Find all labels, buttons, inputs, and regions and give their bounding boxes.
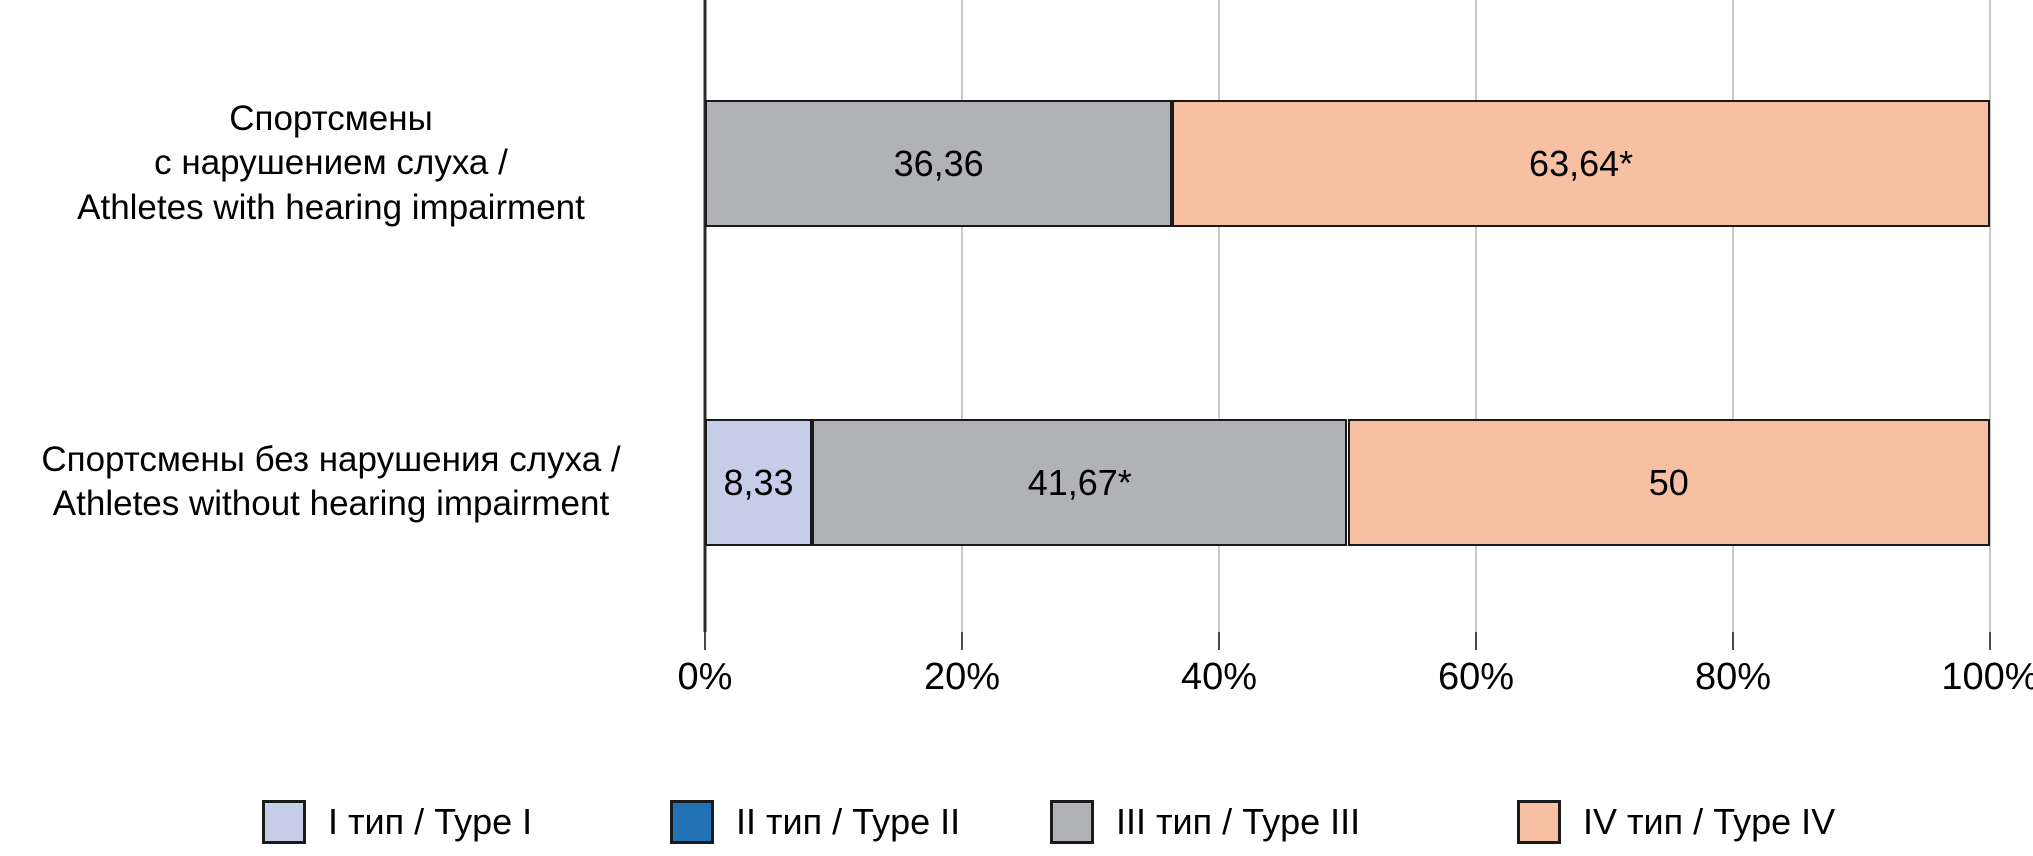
bar-value-label: 36,36 [893, 142, 984, 184]
x-tick-label: 40% [1180, 656, 1258, 698]
x-axis: 0% 20% 40% 60% 80% 100% [678, 656, 2033, 708]
legend-label: II тип / Type II [736, 801, 961, 842]
x-tick-mark [1989, 632, 1991, 650]
bar-value-label: 63,64* [1529, 142, 1634, 184]
category-label: Спортсмены с нарушением слуха / Athletes w… [0, 96, 662, 230]
category-label-line: Athletes with hearing impairment [77, 187, 585, 227]
bar-value-label: 8,33 [723, 461, 794, 503]
category-label-line: Athletes without hearing impairment [52, 484, 610, 524]
x-tick-label: 20% [923, 656, 1001, 698]
x-tick-mark [1218, 632, 1220, 650]
bar-segment: 63,64* [1172, 100, 1990, 227]
bar-segment: 50 [1347, 419, 1990, 546]
bar-value-label: 50 [1648, 461, 1689, 503]
y-axis-line [703, 0, 707, 632]
x-tick-mark [1475, 632, 1477, 650]
legend: I тип / Type I II тип / Type II III тип / … [0, 800, 2033, 856]
legend-label: IV тип / Type IV [1583, 801, 1836, 842]
legend-swatch [1517, 800, 1561, 844]
legend-swatch [1050, 800, 1094, 844]
legend-item: I тип / Type I [262, 800, 532, 844]
x-tick-label: 100% [1941, 656, 2033, 698]
category-label-line: Спортсмены [229, 98, 433, 138]
bar-row: 8,33 41,67* 50 [705, 419, 1990, 546]
bar-segment: 8,33 [705, 419, 813, 546]
bar-row: 36,36 63,64* [705, 100, 1990, 227]
category-label-line: Спортсмены без нарушения слуха / [41, 439, 621, 479]
bar-value-label: 41,67* [1027, 461, 1132, 503]
category-labels: Спортсмены с нарушением слуха / Athletes w… [0, 0, 662, 650]
x-tick-mark [961, 632, 963, 650]
category-label-line: с нарушением слуха / [154, 143, 508, 183]
x-tick-mark [704, 632, 706, 650]
legend-item: II тип / Type II [670, 800, 960, 844]
legend-item: IV тип / Type IV [1517, 800, 1835, 844]
x-tick-mark [1732, 632, 1734, 650]
legend-item: III тип / Type III [1050, 800, 1360, 844]
gridline [1989, 0, 1991, 632]
category-label: Спортсмены без нарушения слуха / Athletes… [0, 438, 662, 528]
gridline [961, 0, 963, 632]
legend-swatch [262, 800, 306, 844]
legend-label: III тип / Type III [1116, 801, 1361, 842]
bar-segment: 41,67* [812, 419, 1348, 546]
x-tick-label: 60% [1437, 656, 1515, 698]
legend-swatch [670, 800, 714, 844]
x-tick-label: 80% [1694, 656, 1772, 698]
gridline [1732, 0, 1734, 632]
x-tick-label: 0% [677, 656, 733, 698]
bar-segment: 36,36 [705, 100, 1173, 227]
gridline [1475, 0, 1477, 632]
legend-label: I тип / Type I [328, 801, 533, 842]
gridline [1218, 0, 1220, 632]
plot-area: 36,36 63,64* 8,33 41,67* 50 [703, 0, 1991, 650]
